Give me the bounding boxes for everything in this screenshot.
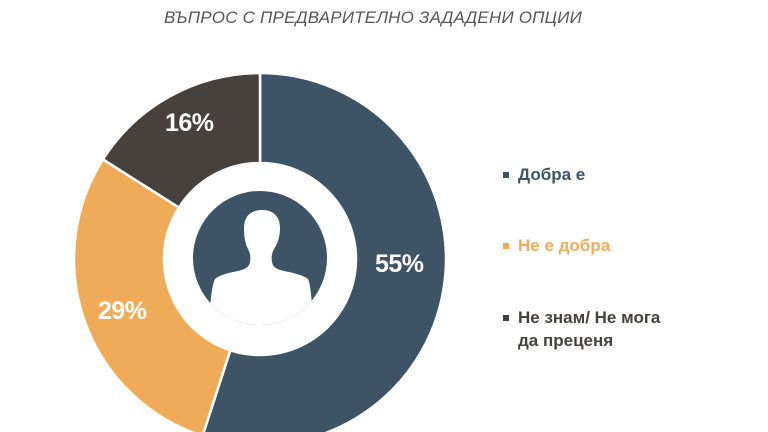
slice-good	[202, 71, 448, 432]
person-silhouette-icon	[193, 191, 327, 325]
slice-label-dont-know: 16%	[165, 109, 214, 137]
legend-label: Не е добра	[518, 236, 611, 255]
legend-item-good: Добра е	[503, 163, 585, 186]
slice-not-good	[72, 157, 232, 432]
chart-title: ВЪПРОС С ПРЕДВАРИТЕЛНО ЗАДАДЕНИ ОПЦИИ	[164, 8, 582, 27]
legend-item-dont-know: Не знам/ Не мога да преценя	[503, 306, 660, 352]
legend-label-line2: да преценя	[518, 331, 614, 350]
legend-marker-square-icon	[503, 243, 509, 249]
slice-label-good: 55%	[375, 250, 424, 278]
legend-label: Добра е	[518, 165, 586, 184]
legend-marker-square-icon	[503, 315, 509, 321]
slice-dont-know	[101, 71, 262, 210]
legend-label: Не знам/ Не мога да преценя	[518, 306, 660, 352]
slice-label-not-good: 29%	[98, 297, 147, 325]
legend-label-line1: Не знам/ Не мога	[518, 308, 661, 327]
legend-marker-square-icon	[503, 172, 509, 178]
legend-item-not-good: Не е добра	[503, 234, 610, 257]
